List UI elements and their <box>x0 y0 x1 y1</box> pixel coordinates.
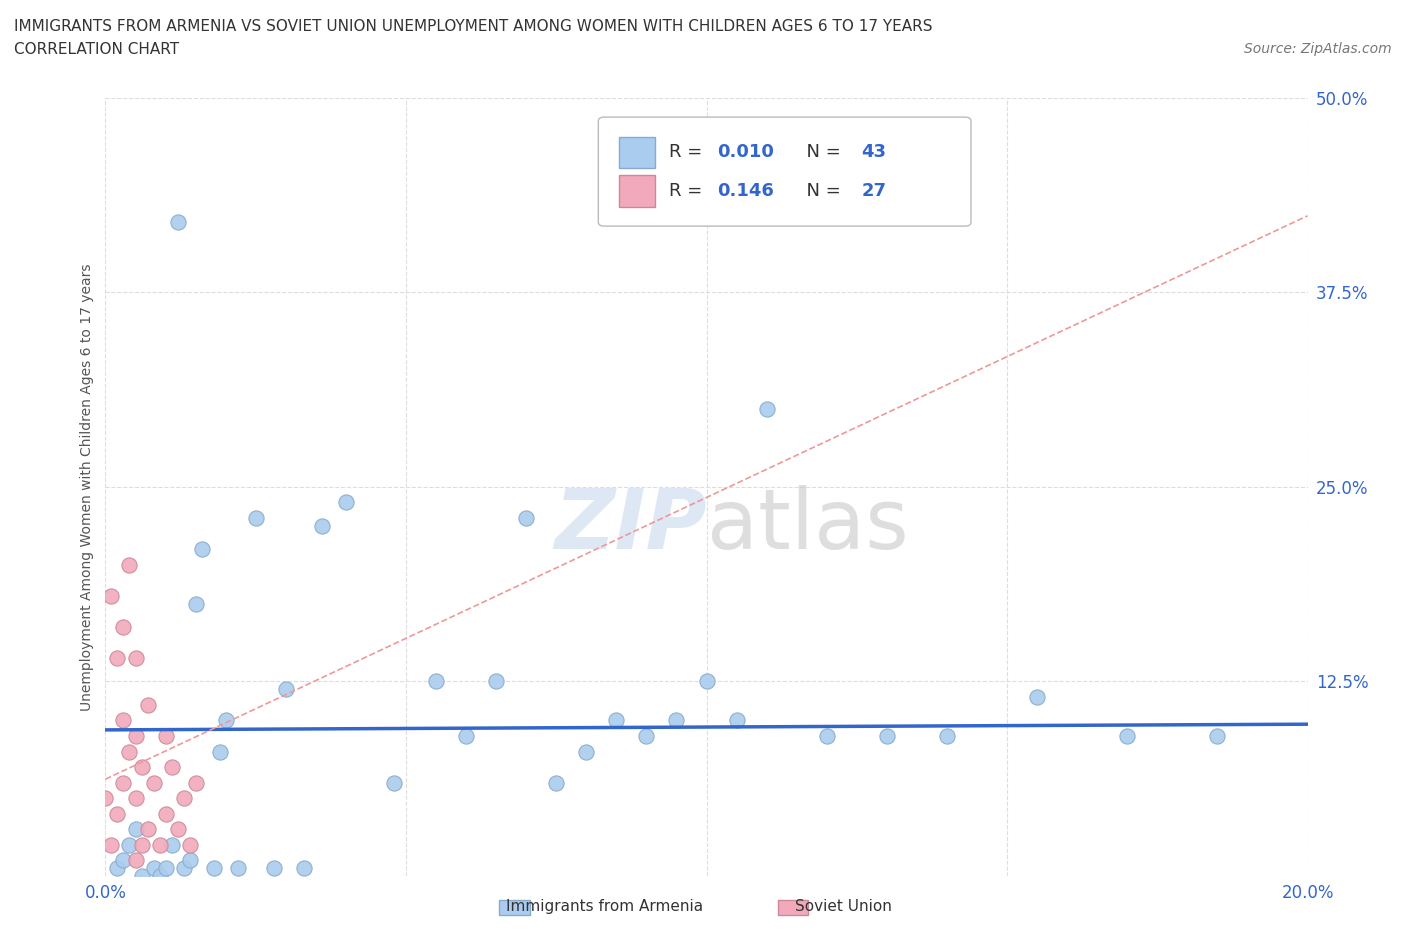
Bar <box>619 137 655 167</box>
Text: 27: 27 <box>862 182 887 200</box>
Point <box>184 776 207 790</box>
Point <box>1026 689 1049 704</box>
Point <box>124 651 146 666</box>
Point <box>166 215 188 230</box>
Text: N =: N = <box>796 143 846 161</box>
Point <box>292 861 315 876</box>
Point <box>1116 728 1139 743</box>
Point <box>131 869 153 883</box>
Point <box>136 698 159 712</box>
Point <box>515 511 537 525</box>
Y-axis label: Unemployment Among Women with Children Ages 6 to 17 years: Unemployment Among Women with Children A… <box>80 263 94 711</box>
Point <box>202 861 225 876</box>
Point <box>100 589 122 604</box>
Point <box>112 853 135 868</box>
Text: atlas: atlas <box>707 485 908 566</box>
Point <box>546 776 568 790</box>
Point <box>118 744 141 759</box>
Point <box>335 495 357 510</box>
Point <box>112 619 135 634</box>
Bar <box>619 176 655 206</box>
Point <box>263 861 285 876</box>
Point <box>148 869 170 883</box>
Point <box>665 713 688 728</box>
Point <box>605 713 627 728</box>
Point <box>124 853 146 868</box>
Text: R =: R = <box>669 143 709 161</box>
Point <box>112 713 135 728</box>
Point <box>696 674 718 689</box>
Text: 0.010: 0.010 <box>717 143 775 161</box>
Point <box>173 790 195 805</box>
Point <box>1206 728 1229 743</box>
Text: IMMIGRANTS FROM ARMENIA VS SOVIET UNION UNEMPLOYMENT AMONG WOMEN WITH CHILDREN A: IMMIGRANTS FROM ARMENIA VS SOVIET UNION … <box>14 19 932 33</box>
Point <box>456 728 478 743</box>
Point <box>208 744 231 759</box>
Text: N =: N = <box>796 182 846 200</box>
Point <box>118 557 141 572</box>
Point <box>107 861 129 876</box>
Point <box>160 760 183 775</box>
Text: CORRELATION CHART: CORRELATION CHART <box>14 42 179 57</box>
Point <box>155 806 177 821</box>
Point <box>131 760 153 775</box>
Point <box>160 838 183 853</box>
Point <box>142 861 165 876</box>
Point <box>575 744 598 759</box>
Point <box>179 853 201 868</box>
Point <box>214 713 236 728</box>
Text: ZIP: ZIP <box>554 485 707 566</box>
Text: R =: R = <box>669 182 709 200</box>
Point <box>131 838 153 853</box>
Point <box>311 518 333 533</box>
Point <box>107 651 129 666</box>
Point <box>94 790 117 805</box>
Point <box>155 861 177 876</box>
Point <box>876 728 898 743</box>
Text: 43: 43 <box>862 143 887 161</box>
Point <box>100 838 122 853</box>
Point <box>173 861 195 876</box>
FancyBboxPatch shape <box>599 117 972 226</box>
Point <box>226 861 249 876</box>
Point <box>124 790 146 805</box>
Point <box>118 838 141 853</box>
Text: Immigrants from Armenia: Immigrants from Armenia <box>506 899 703 914</box>
Point <box>136 822 159 837</box>
Point <box>155 728 177 743</box>
Point <box>815 728 838 743</box>
Point <box>755 402 778 417</box>
Point <box>166 822 188 837</box>
Point <box>112 776 135 790</box>
Point <box>179 838 201 853</box>
Text: Soviet Union: Soviet Union <box>796 899 891 914</box>
Point <box>245 511 267 525</box>
Point <box>485 674 508 689</box>
Point <box>382 776 405 790</box>
Point <box>124 822 146 837</box>
Point <box>148 838 170 853</box>
Point <box>425 674 447 689</box>
Point <box>725 713 748 728</box>
Point <box>142 776 165 790</box>
Point <box>274 682 297 697</box>
Text: 0.146: 0.146 <box>717 182 775 200</box>
Point <box>636 728 658 743</box>
Point <box>190 541 212 556</box>
Point <box>184 596 207 611</box>
Text: Source: ZipAtlas.com: Source: ZipAtlas.com <box>1244 42 1392 56</box>
Point <box>124 728 146 743</box>
Point <box>107 806 129 821</box>
Point <box>936 728 959 743</box>
